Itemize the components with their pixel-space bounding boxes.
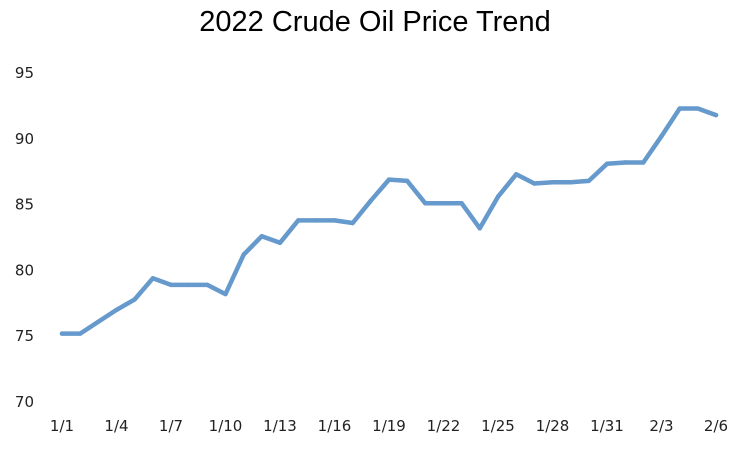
- data-point: [277, 240, 283, 245]
- x-tick-label: 1/19: [372, 417, 406, 435]
- data-point: [423, 201, 428, 206]
- x-tick-label: 1/16: [318, 417, 352, 435]
- y-tick-label: 80: [15, 261, 34, 279]
- y-tick-label: 95: [15, 64, 34, 82]
- data-point: [368, 198, 374, 203]
- x-tick-label: 1/28: [536, 417, 570, 435]
- data-point: [223, 291, 228, 297]
- data-point: [604, 161, 610, 167]
- data-point: [314, 218, 319, 223]
- data-point: [622, 160, 628, 165]
- y-tick-label: 75: [15, 327, 34, 345]
- data-point: [459, 201, 464, 206]
- data-point: [568, 180, 573, 185]
- data-point: [695, 106, 701, 111]
- x-tick-label: 2/3: [649, 417, 673, 435]
- data-point: [114, 307, 119, 313]
- x-tick-label: 1/7: [159, 417, 183, 435]
- data-point: [350, 220, 355, 226]
- x-tick-label: 2/6: [704, 417, 728, 435]
- x-tick-label: 1/10: [209, 417, 243, 435]
- data-point: [386, 177, 392, 182]
- data-point: [150, 276, 156, 281]
- data-point: [550, 180, 555, 185]
- data-point: [168, 282, 174, 288]
- data-point: [713, 112, 719, 118]
- data-point: [677, 106, 682, 111]
- y-tick-label: 85: [15, 196, 34, 214]
- y-tick-label: 70: [15, 393, 34, 411]
- data-point: [659, 133, 664, 139]
- data-point: [241, 252, 246, 257]
- data-point: [77, 331, 83, 336]
- y-axis: 70 75 80 85 90 95: [15, 64, 34, 411]
- data-point: [477, 226, 483, 231]
- x-axis: 1/1 1/4 1/7 1/10 1/13 1/16 1/19 1/22 1/25 1/28 1/3…: [50, 417, 728, 435]
- x-tick-label: 1/4: [104, 417, 128, 435]
- data-point: [96, 319, 101, 324]
- data-point: [186, 282, 192, 288]
- y-tick-label: 90: [15, 130, 34, 148]
- data-point: [404, 178, 410, 184]
- data-point: [641, 160, 646, 165]
- x-tick-label: 1/13: [263, 417, 297, 435]
- data-point: [59, 331, 65, 336]
- data-point: [495, 194, 501, 199]
- data-point: [259, 233, 265, 239]
- series-line: [59, 106, 719, 336]
- x-tick-label: 1/25: [481, 417, 515, 435]
- data-point: [586, 178, 592, 184]
- series-group: [59, 106, 719, 336]
- data-point: [205, 282, 210, 288]
- data-point: [332, 218, 337, 223]
- data-point: [295, 218, 301, 223]
- x-tick-label: 1/22: [427, 417, 461, 435]
- chart-title: 2022 Crude Oil Price Trend: [199, 6, 551, 38]
- data-point: [132, 297, 137, 302]
- x-tick-label: 1/31: [590, 417, 624, 435]
- x-tick-label: 1/1: [50, 417, 74, 435]
- data-point: [532, 181, 537, 186]
- data-point: [441, 201, 446, 206]
- data-point: [513, 172, 519, 177]
